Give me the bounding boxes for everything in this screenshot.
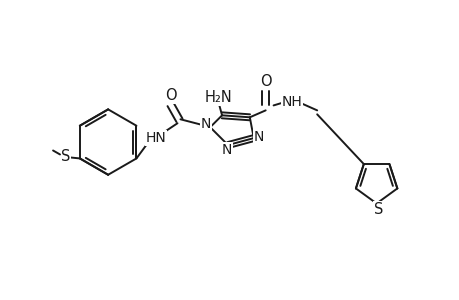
Text: N: N <box>221 143 232 157</box>
Text: N: N <box>253 130 263 144</box>
Text: N: N <box>201 117 211 131</box>
Text: NH: NH <box>281 95 302 110</box>
Text: S: S <box>61 149 71 164</box>
Text: O: O <box>164 88 176 103</box>
Text: O: O <box>259 74 271 89</box>
Text: H₂N: H₂N <box>204 90 231 105</box>
Text: HN: HN <box>145 131 166 145</box>
Text: S: S <box>373 202 382 217</box>
